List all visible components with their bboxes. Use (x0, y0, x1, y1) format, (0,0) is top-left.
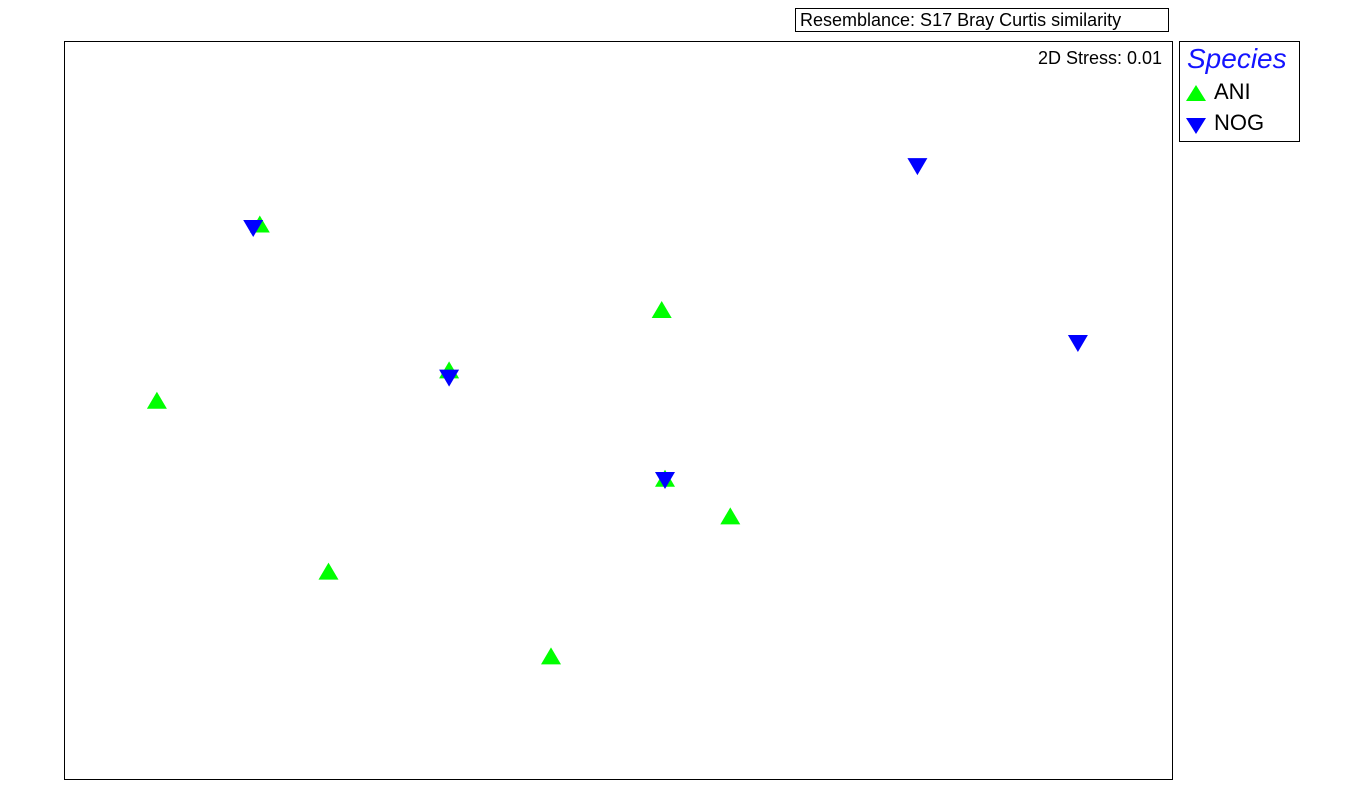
point-nog-1 (243, 220, 264, 237)
point-ani-4 (651, 301, 672, 318)
scatter-plot (146, 158, 1088, 665)
point-nog-5 (1067, 335, 1088, 352)
triangle-down-icon (1186, 118, 1206, 134)
point-nog-2 (439, 369, 460, 387)
stress-label: 2D Stress: 0.01 (1037, 48, 1162, 68)
point-ani-8 (541, 647, 561, 665)
resemblance-label: Resemblance: S17 Bray Curtis similarity (795, 8, 1169, 32)
point-ani-6 (720, 507, 741, 525)
legend-marker-nog (1186, 118, 1206, 134)
point-nog-4 (907, 158, 928, 176)
point-nog-3 (655, 472, 675, 489)
plot-area: 2D Stress: 0.01 (64, 41, 1173, 780)
legend-entry-nog: NOG (1185, 110, 1295, 138)
legend-entry-ani: ANI (1185, 79, 1295, 107)
legend-title: Species (1187, 43, 1287, 74)
point-ani-2 (146, 391, 167, 409)
point-ani-7 (318, 562, 339, 580)
triangle-up-icon (1186, 85, 1206, 101)
legend-label-nog: NOG (1214, 110, 1265, 135)
legend: Species ANI NOG (1179, 41, 1300, 142)
legend-label-ani: ANI (1214, 79, 1251, 104)
legend-marker-ani (1186, 85, 1206, 101)
